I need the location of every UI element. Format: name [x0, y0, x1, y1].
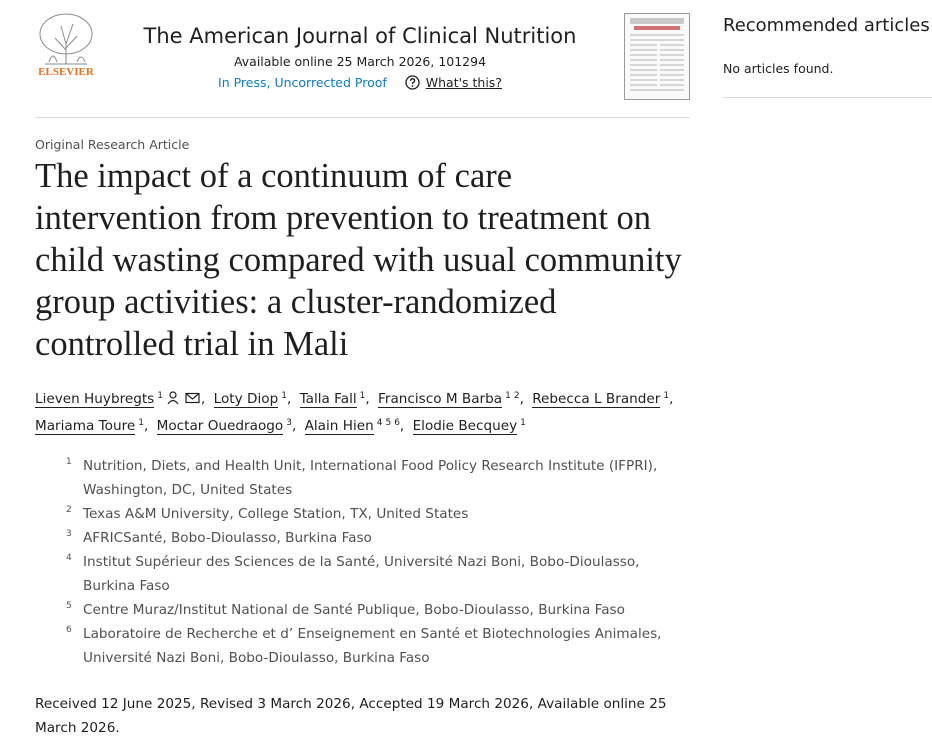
help-icon[interactable] — [405, 75, 420, 90]
author-affiliation-ref[interactable]: 4 — [376, 418, 383, 428]
affiliation-list: 1 Nutrition, Diets, and Health Unit, Inte… — [66, 454, 691, 670]
affiliation: 2 Texas A&M University, College Station, … — [66, 502, 691, 526]
affiliation-number: 4 — [66, 553, 72, 563]
affiliation-text: Texas A&M University, College Station, T… — [83, 506, 469, 522]
author-name[interactable]: Talla Fall — [299, 391, 357, 408]
author-name[interactable]: Loty Diop — [213, 391, 279, 408]
publisher-logo[interactable]: ELSEVIER — [35, 12, 97, 80]
author-name[interactable]: Moctar Ouedraogo — [156, 418, 284, 435]
sidebar-empty: No articles found. — [723, 61, 834, 76]
affiliation-number: 1 — [66, 457, 72, 467]
author-icons[interactable] — [167, 391, 201, 405]
author-affiliation-ref[interactable]: 1 — [520, 418, 526, 428]
affiliation-number: 5 — [66, 601, 72, 611]
author-name[interactable]: Francisco M Barba — [378, 391, 503, 408]
article-history: Received 12 June 2025, Revised 3 March 2… — [35, 696, 667, 736]
author-affiliation-ref[interactable]: 1 — [505, 391, 511, 401]
affiliation-number: 6 — [66, 625, 72, 635]
affiliation: 1 Nutrition, Diets, and Health Unit, Inte… — [66, 454, 691, 502]
author-affiliation-ref[interactable]: 1 — [359, 391, 366, 401]
publisher-name: ELSEVIER — [38, 66, 95, 78]
author: Francisco M Barba 1 2 — [378, 391, 528, 408]
author-affiliation-ref[interactable]: 3 — [286, 418, 292, 428]
article-type: Original Research Article — [35, 137, 190, 152]
affiliation: 6 Laboratoire de Recherche et d’ Enseigne… — [66, 622, 691, 670]
author: Elodie Becquey 1 — [412, 418, 526, 435]
status-links: In Press, Uncorrected Proof What's this? — [110, 75, 610, 90]
article-title: The impact of a continuum of care interv… — [35, 157, 682, 363]
affiliation-text: Centre Muraz/Institut National de Santé … — [83, 602, 625, 618]
author-affiliation-ref[interactable]: 1 — [281, 391, 287, 401]
author: Mariama Toure 1 — [35, 418, 152, 435]
affiliation: 5 Centre Muraz/Institut National de Santé… — [66, 598, 691, 622]
affiliation: 3 AFRICSanté, Bobo-Dioulasso, Burkina Fas… — [66, 526, 691, 550]
author-affiliation-ref[interactable]: 6 — [394, 418, 400, 428]
author: Loty Diop 1 — [213, 391, 295, 408]
journal-name[interactable]: The American Journal of Clinical Nutriti… — [143, 24, 577, 48]
author-name[interactable]: Mariama Toure — [35, 418, 136, 435]
affiliation-text: AFRICSanté, Bobo-Dioulasso, Burkina Faso — [83, 530, 372, 546]
author-name[interactable]: Elodie Becquey — [412, 418, 518, 435]
author: Talla Fall 1 — [299, 391, 374, 408]
affiliation: 4 Institut Supérieur des Sciences de la S… — [66, 550, 691, 598]
author-affiliation-ref[interactable]: 1 — [138, 418, 144, 428]
author-affiliation-ref[interactable]: 1 — [157, 391, 163, 401]
author: Rebecca L Brander 1 — [532, 391, 677, 408]
author-affiliation-ref[interactable]: 2 — [513, 391, 520, 401]
status-link[interactable]: In Press, Uncorrected Proof — [218, 75, 387, 90]
author-affiliation-ref[interactable]: 1 — [663, 391, 670, 401]
sidebar-divider — [723, 97, 932, 98]
affiliation-number: 2 — [66, 505, 72, 515]
author-affiliation-ref[interactable]: 5 — [385, 418, 392, 428]
affiliation-text: Laboratoire de Recherche et d’ Enseignem… — [83, 626, 662, 666]
affiliation-text: Institut Supérieur des Sciences de la Sa… — [83, 554, 640, 594]
author: Moctar Ouedraogo 3 — [156, 418, 300, 435]
available-online: Available online 25 March 2026, 101294 — [233, 54, 487, 69]
author-name[interactable]: Lieven Huybregts — [35, 391, 155, 408]
affiliation-text: Nutrition, Diets, and Health Unit, Inter… — [83, 458, 658, 498]
affiliation-number: 3 — [66, 529, 72, 539]
author: Lieven Huybregts 1 — [35, 391, 209, 408]
sidebar-title: Recommended articles — [723, 15, 930, 36]
header-divider — [35, 117, 690, 118]
author-name[interactable]: Rebecca L Brander — [532, 391, 661, 408]
author: Alain Hien 4 5 6 — [304, 418, 408, 435]
author-name[interactable]: Alain Hien — [304, 418, 374, 435]
journal-cover[interactable] — [624, 13, 690, 100]
whats-this-link[interactable]: What's this? — [425, 75, 502, 90]
